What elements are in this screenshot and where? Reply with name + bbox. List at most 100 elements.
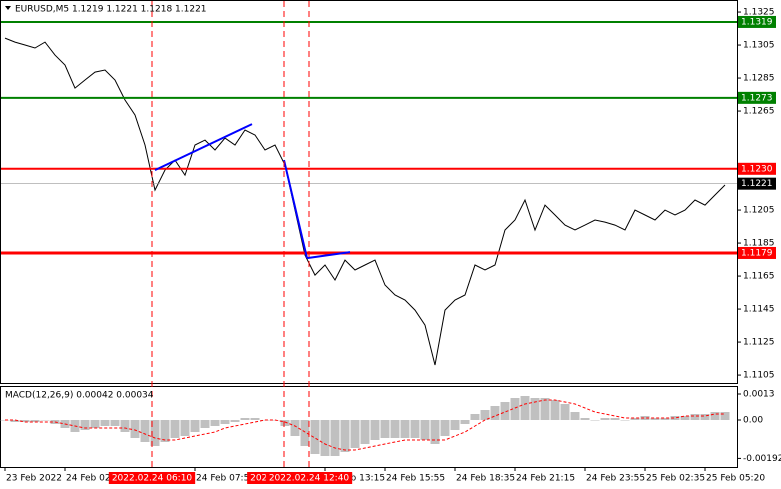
histogram-bar — [210, 420, 220, 426]
histogram-bar — [560, 404, 570, 420]
y-tick-label: -0.00192 — [743, 454, 781, 464]
x-tick-label: 24 Feb 15:55 — [386, 474, 445, 484]
level-label-box — [738, 91, 776, 104]
histogram-bar — [30, 420, 40, 422]
histogram-bar — [330, 420, 340, 456]
macd-title: MACD(12,26,9) 0.00042 0.00034 — [5, 391, 154, 401]
y-tick-label: 0.00 — [743, 416, 763, 426]
histogram-bar — [120, 420, 130, 432]
y-tick-label: 1.1185 — [743, 239, 775, 249]
time-marker-box — [108, 472, 196, 484]
x-tick-label: 24 Feb 13:15 — [326, 474, 385, 484]
histogram-bar — [250, 418, 260, 420]
histogram-bar — [570, 412, 580, 420]
histogram-bar — [340, 420, 350, 452]
histogram-bar — [670, 416, 680, 420]
histogram-bar — [380, 420, 390, 438]
histogram-bar — [470, 414, 480, 420]
histogram-bar — [190, 420, 200, 432]
x-tick-label: 24 Feb 23:55 — [586, 474, 645, 484]
histogram-bar — [520, 396, 530, 420]
x-tick-label: 25 Feb 05:20 — [706, 474, 765, 484]
histogram-bar — [690, 414, 700, 420]
price-frame — [0, 0, 738, 384]
y-tick-label: 1.1105 — [743, 371, 775, 381]
histogram-bar — [280, 420, 290, 426]
histogram-bar — [620, 420, 630, 421]
histogram-bar — [440, 420, 450, 436]
histogram-bar — [720, 412, 730, 420]
histogram-bar — [500, 402, 510, 420]
level-label: 1.1319 — [741, 17, 773, 27]
histogram-bar — [350, 420, 360, 448]
signal-line — [5, 399, 725, 451]
x-tick-label: 24 Feb 18:35 — [456, 474, 515, 484]
chart-title: EURUSD,M5 1.1219 1.1221 1.1218 1.1221 — [15, 5, 207, 15]
level-label: 1.1273 — [741, 93, 773, 103]
histogram-bar — [110, 420, 120, 426]
histogram-bar — [710, 412, 720, 420]
x-tick-label: 23 Feb 2022 — [6, 474, 62, 484]
histogram-bar — [370, 420, 380, 440]
histogram-bar — [410, 420, 420, 438]
histogram-bar — [40, 420, 50, 421]
histogram-bar — [10, 420, 20, 422]
y-tick-label: 1.1285 — [743, 74, 775, 84]
histogram-bar — [610, 418, 620, 420]
histogram-bar — [510, 398, 520, 420]
y-tick-label: 1.1265 — [743, 107, 775, 117]
histogram-bar — [100, 420, 110, 426]
histogram-bar — [460, 420, 470, 424]
histogram-bar — [420, 420, 430, 440]
histogram-bar — [450, 420, 460, 430]
histogram-bar — [700, 414, 710, 420]
histogram-bar — [630, 418, 640, 420]
histogram-bar — [580, 418, 590, 420]
histogram-bar — [480, 410, 490, 420]
y-tick-label: 0.0013 — [743, 390, 775, 400]
histogram-bar — [640, 416, 650, 420]
level-label-box — [738, 162, 776, 175]
histogram-bar — [490, 406, 500, 420]
trend-line — [306, 251, 351, 260]
trend-line — [154, 123, 253, 172]
histogram-bar — [130, 420, 140, 438]
y-tick-label: 1.1305 — [743, 41, 775, 51]
time-marker-label: 2022. — [250, 474, 276, 484]
time-marker-label: 2022.02.24 06:10 — [112, 474, 193, 484]
histogram-bar — [660, 418, 670, 420]
histogram-bar — [230, 420, 240, 422]
histogram-bar — [360, 420, 370, 444]
histogram-bar — [540, 398, 550, 420]
histogram-bar — [650, 418, 660, 420]
price-line — [4, 37, 726, 366]
y-tick-label: 1.1125 — [743, 338, 775, 348]
level-label-box — [738, 246, 776, 259]
histogram-bar — [550, 400, 560, 420]
histogram-bar — [170, 420, 180, 438]
y-tick-label: 1.1145 — [743, 305, 775, 315]
menu-icon — [5, 6, 11, 10]
histogram-bar — [20, 420, 30, 422]
x-tick-label: 24 Feb 07:5 — [196, 474, 249, 484]
histogram-bar — [530, 398, 540, 420]
level-label-box — [738, 15, 776, 28]
histogram-bar — [600, 418, 610, 420]
level-label: 1.1179 — [741, 248, 773, 258]
histogram-bar — [320, 420, 330, 456]
histogram-bar — [140, 420, 150, 442]
histogram-bar — [390, 420, 400, 438]
histogram-bar — [680, 416, 690, 420]
histogram-bar — [590, 420, 600, 421]
histogram-bar — [200, 420, 210, 428]
time-marker-label: 2022.02.24 12:40 — [269, 474, 350, 484]
histogram-bar — [150, 420, 160, 446]
y-tick-label: 1.1205 — [743, 206, 775, 216]
x-tick-label: 25 Feb 02:35 — [646, 474, 705, 484]
histogram-bar — [80, 420, 90, 430]
histogram-bar — [310, 420, 320, 454]
histogram-bar — [430, 420, 440, 444]
